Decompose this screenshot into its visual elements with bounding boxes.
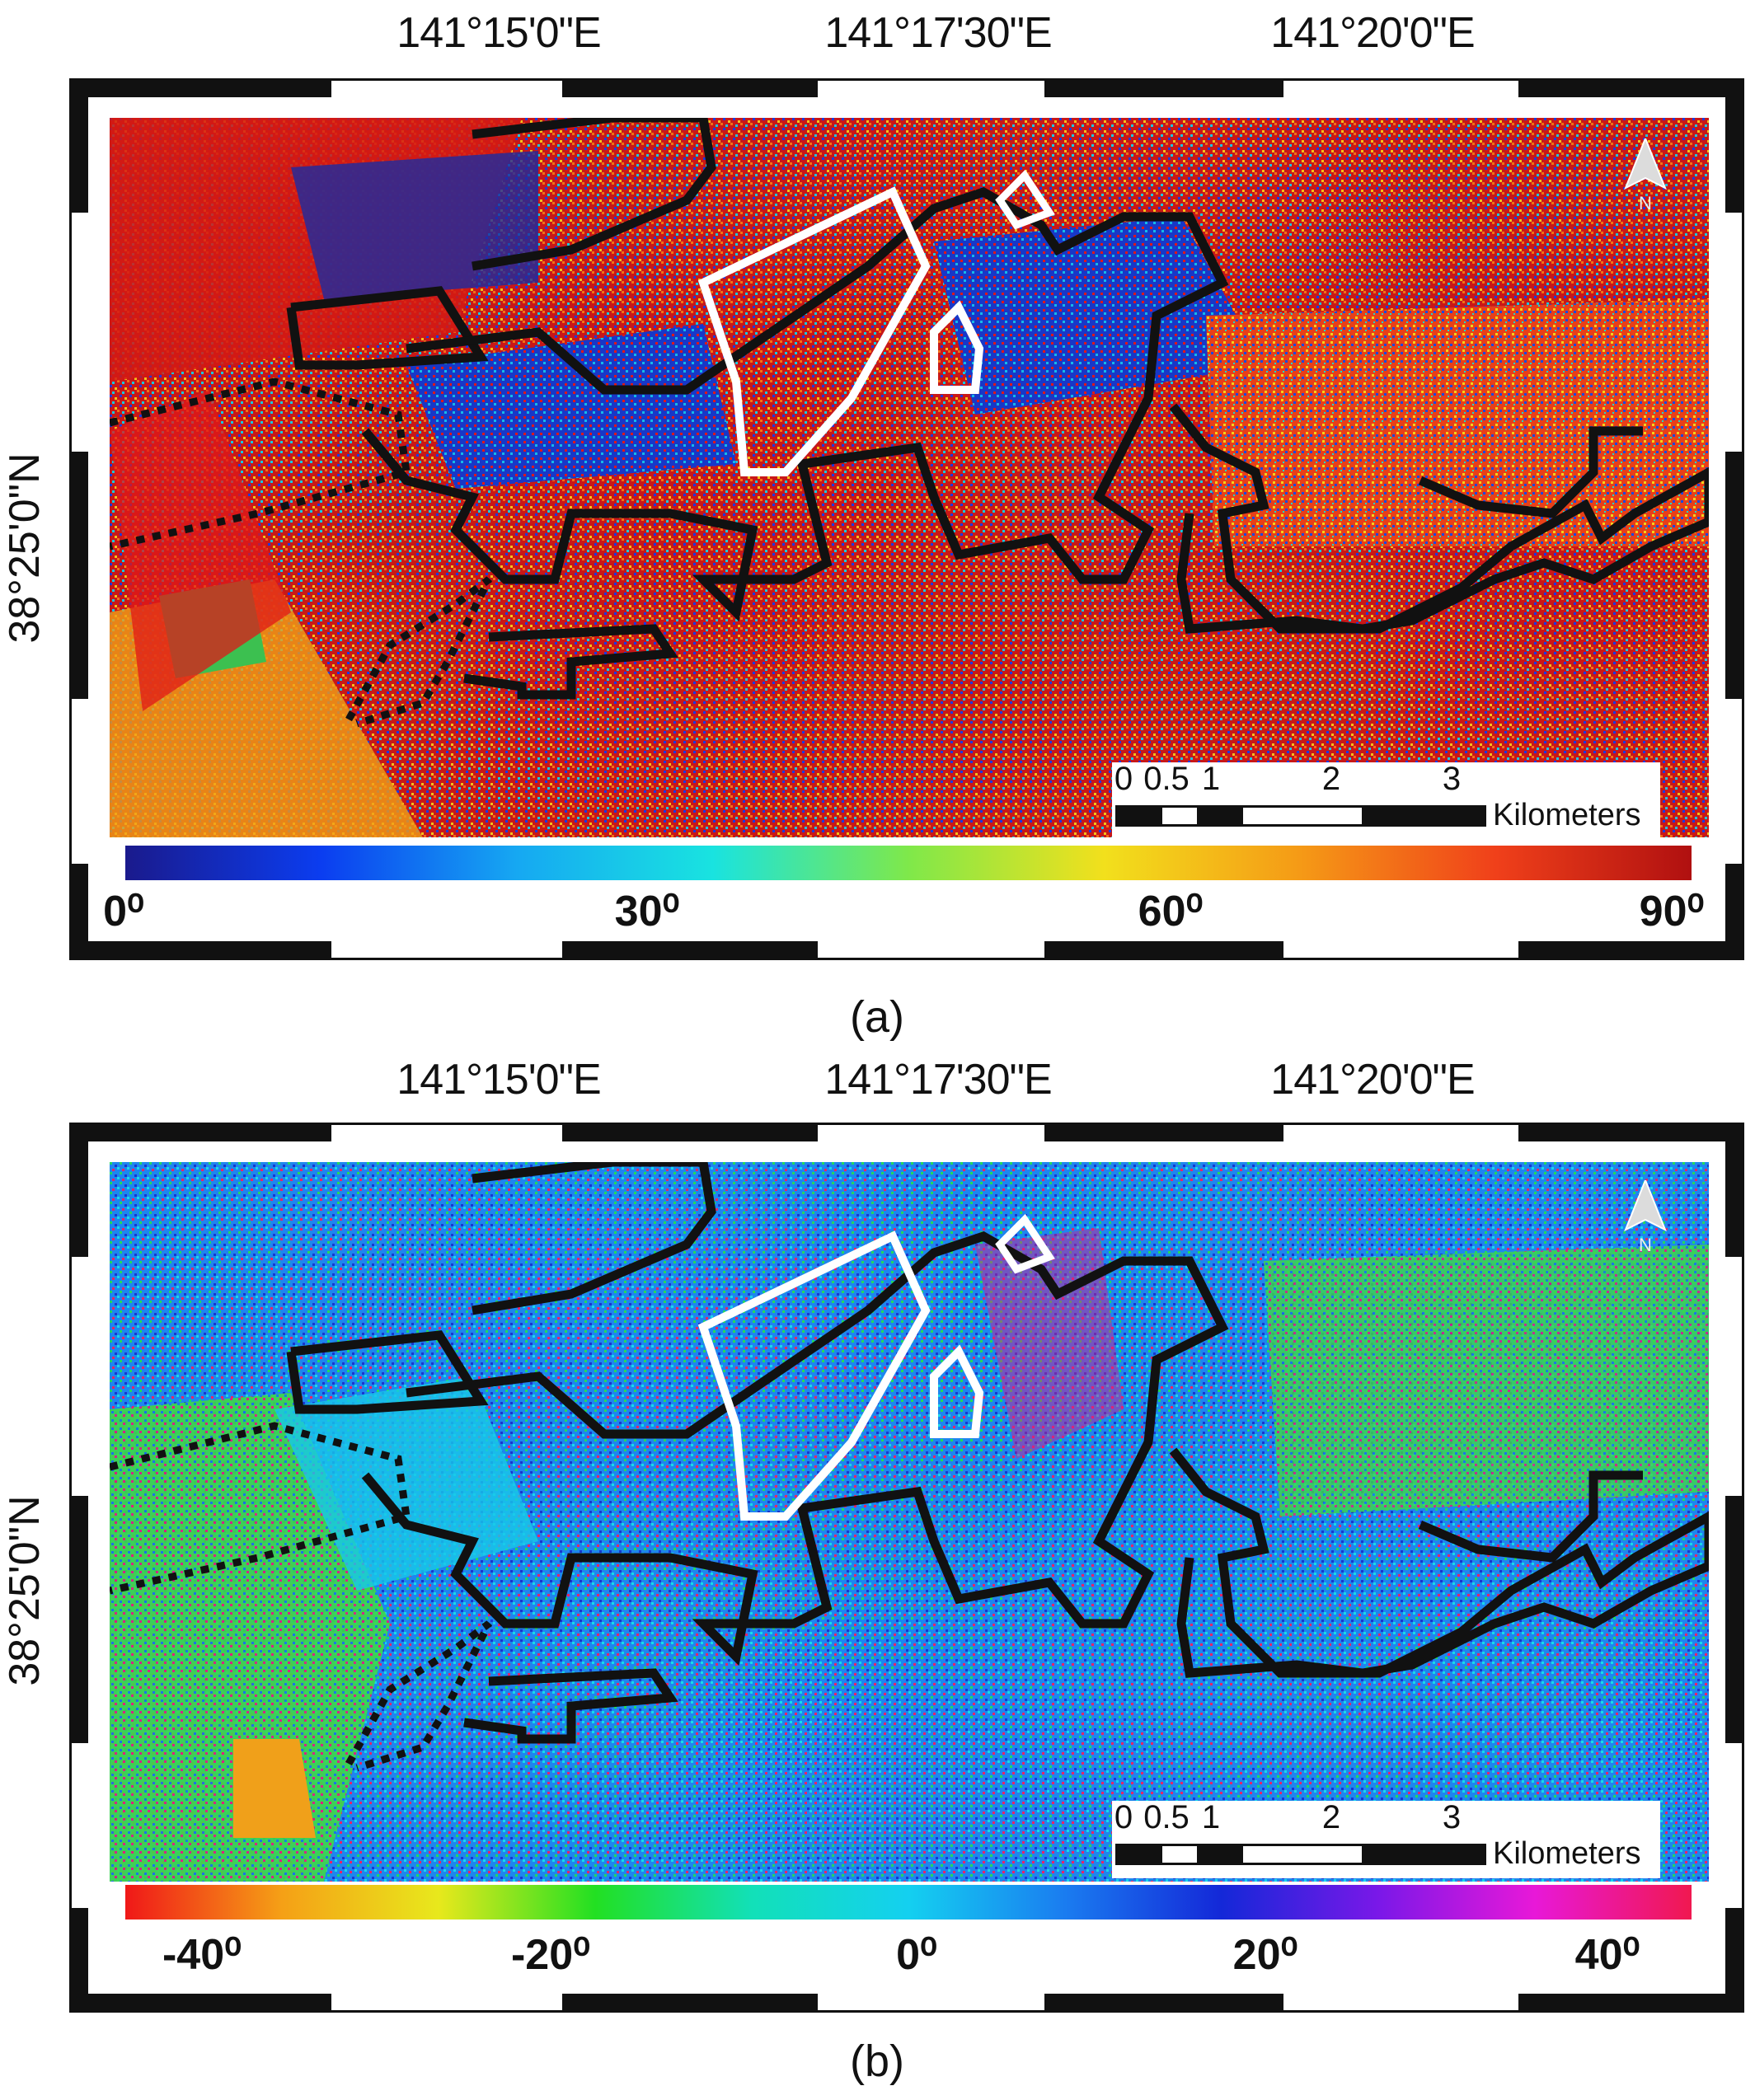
colorbar-label: 30⁰ — [614, 888, 680, 935]
scale-units: Kilometers — [1493, 1836, 1641, 1871]
scale-segment — [1241, 1844, 1364, 1865]
scale-segment — [1198, 1844, 1242, 1865]
frame-tick — [1044, 1994, 1283, 2010]
frame-tick — [562, 941, 818, 958]
frame-tick — [1725, 1908, 1742, 2011]
longitude-label-2: 141°17'30"E — [824, 9, 1052, 57]
frame-tick — [72, 1125, 331, 1141]
scale-segment — [1198, 805, 1242, 827]
frame-tick — [1044, 81, 1283, 97]
longitude-label-1: 141°15'0"E — [397, 1056, 601, 1104]
longitude-label-1: 141°15'0"E — [397, 9, 601, 57]
frame-tick — [1725, 1125, 1742, 1257]
colorbar-label: 0⁰ — [896, 1931, 937, 1979]
map-image — [110, 1162, 1709, 1882]
frame-tick — [1725, 864, 1742, 959]
frame-tick — [72, 864, 88, 959]
scale-segment — [1363, 805, 1486, 827]
panel-caption: (b) — [850, 2037, 904, 2086]
frame-tick — [1518, 1125, 1743, 1141]
scale-segment — [1160, 1844, 1199, 1865]
scale-tick-label: 3 — [1442, 1799, 1462, 1835]
scale-tick-label: 0 — [1114, 761, 1133, 797]
colorbar-label: 40⁰ — [1574, 1931, 1640, 1979]
colorbar — [125, 1885, 1692, 1920]
frame-tick — [72, 1125, 88, 1257]
frame-tick — [562, 1994, 818, 2010]
frame-tick — [72, 81, 88, 213]
colorbar-label: -40⁰ — [162, 1931, 242, 1979]
panel-b: 141°15'0"E 141°17'30"E 141°20'0"E 38°25'… — [0, 1047, 1755, 2100]
frame-tick — [1518, 81, 1743, 97]
longitude-label-3: 141°20'0"E — [1270, 9, 1475, 57]
scale-bar: 0 0.5 1 2 3 Kilometers — [1112, 1799, 1660, 1878]
frame-tick — [562, 81, 818, 97]
north-arrow-icon: N — [1622, 1178, 1668, 1255]
svg-text:N: N — [1639, 193, 1652, 213]
scale-tick-label: 1 — [1201, 1799, 1221, 1835]
scale-segment — [1115, 805, 1161, 827]
scale-tick-label: 0.5 — [1143, 761, 1190, 797]
frame-tick — [562, 1125, 818, 1141]
colorbar-label: 0⁰ — [103, 888, 144, 935]
scale-segment — [1363, 1844, 1486, 1865]
frame-tick — [1044, 941, 1283, 958]
frame-tick — [72, 941, 331, 958]
latitude-label: 38°25'0"N — [1, 1495, 49, 1686]
scale-tick-label: 2 — [1321, 1799, 1341, 1835]
frame-tick — [1725, 1496, 1742, 1743]
colorbar-label: 60⁰ — [1138, 888, 1204, 935]
scale-tick-label: 2 — [1321, 761, 1341, 797]
colorbar-label: 20⁰ — [1232, 1931, 1298, 1979]
longitude-label-2: 141°17'30"E — [824, 1056, 1052, 1104]
colorbar-label: -20⁰ — [510, 1931, 591, 1979]
frame-tick — [72, 1496, 88, 1743]
frame-tick — [1725, 81, 1742, 213]
frame-tick — [72, 452, 88, 699]
frame-tick — [1725, 452, 1742, 699]
north-arrow-icon: N — [1622, 136, 1668, 213]
map-image — [110, 118, 1709, 837]
svg-text:N: N — [1639, 1235, 1652, 1254]
longitude-label-3: 141°20'0"E — [1270, 1056, 1475, 1104]
colorbar-label: 90⁰ — [1639, 888, 1705, 935]
scale-tick-label: 0 — [1114, 1799, 1133, 1835]
frame-tick — [72, 81, 331, 97]
scale-tick-label: 0.5 — [1143, 1799, 1190, 1835]
frame-tick — [1518, 1994, 1743, 2010]
scale-segment — [1160, 805, 1199, 827]
panel-caption: (a) — [850, 992, 904, 1042]
frame-tick — [1044, 1125, 1283, 1141]
frame-tick — [72, 1908, 88, 2011]
frame-tick — [1518, 941, 1743, 958]
scale-tick-label: 3 — [1442, 761, 1462, 797]
panel-a: 141°15'0"E 141°17'30"E 141°20'0"E 38°25'… — [0, 0, 1755, 1047]
scale-tick-label: 1 — [1201, 761, 1221, 797]
colorbar — [125, 846, 1692, 880]
latitude-label: 38°25'0"N — [1, 452, 49, 644]
scale-units: Kilometers — [1493, 798, 1641, 832]
scale-segment — [1115, 1844, 1161, 1865]
scale-segment — [1241, 805, 1364, 827]
scale-bar: 0 0.5 1 2 3 Kilometers — [1112, 761, 1660, 840]
frame-tick — [72, 1994, 331, 2010]
